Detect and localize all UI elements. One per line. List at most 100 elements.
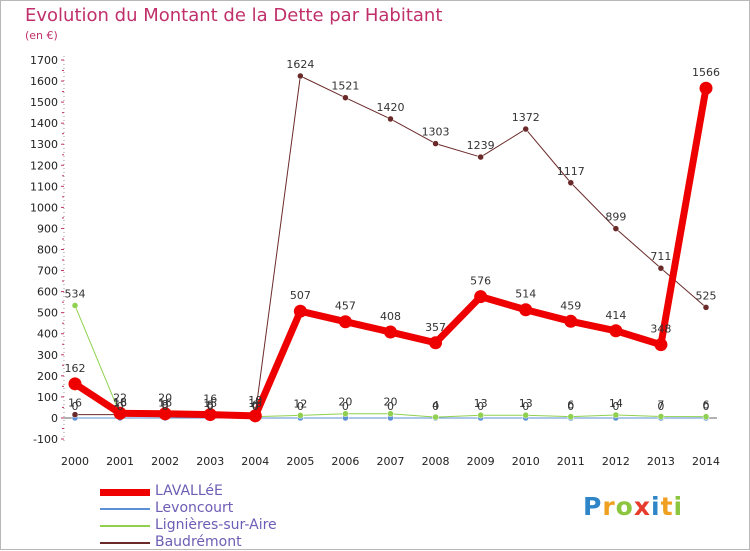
x-tick-label: 2003 [196, 455, 224, 468]
x-tick-label: 2004 [241, 455, 269, 468]
data-label: 15 [248, 397, 262, 410]
data-label: 6 [252, 399, 259, 412]
y-tick-label: 500 [37, 307, 58, 320]
y-tick-label: 1000 [30, 201, 58, 214]
x-tick-label: 2007 [377, 455, 405, 468]
data-point [519, 303, 533, 317]
y-tick-label: 100 [37, 391, 58, 404]
y-tick-label: 1100 [30, 180, 58, 193]
data-point [342, 94, 349, 101]
x-tick-label: 2010 [512, 455, 540, 468]
data-label: 0 [117, 400, 124, 413]
series-line-3 [74, 75, 707, 416]
data-label: 15 [203, 397, 217, 410]
x-tick-label: 2001 [106, 455, 134, 468]
data-label: 16 [113, 397, 127, 410]
data-label: 16 [203, 393, 217, 406]
data-label: 9 [162, 398, 169, 411]
legend-swatch [100, 508, 150, 510]
data-label: 459 [560, 299, 581, 312]
series-line-0 [71, 84, 710, 420]
data-label: 0 [703, 400, 710, 413]
data-label: 20 [158, 392, 172, 405]
data-label: 4 [432, 399, 439, 412]
y-tick-label: 0 [51, 412, 58, 425]
data-label: 1420 [377, 101, 405, 114]
x-tick-label: 2009 [467, 455, 495, 468]
data-label: 457 [335, 300, 356, 313]
data-label: 1239 [467, 139, 495, 152]
data-label: 6 [703, 399, 710, 412]
data-point [612, 411, 620, 419]
data-label: 162 [65, 362, 86, 375]
data-point [609, 324, 623, 338]
proxiti-logo: Proxiti [583, 492, 683, 521]
chart-title: Evolution du Montant de la Dette par Hab… [25, 5, 443, 26]
y-tick-label: 1600 [30, 75, 58, 88]
data-label: 7 [657, 398, 664, 411]
data-label: 0 [387, 400, 394, 413]
legend-label: Levoncourt [155, 500, 234, 516]
data-label: 576 [470, 275, 491, 288]
y-tick-label: 1500 [30, 96, 58, 109]
data-point [474, 290, 488, 304]
data-label: 711 [650, 250, 671, 263]
logo-letter: x [633, 492, 651, 521]
data-point [387, 115, 394, 123]
legend-label: Baudrémont [155, 534, 242, 550]
data-point [203, 408, 217, 422]
logo-letter: P [583, 492, 603, 521]
data-point [477, 153, 484, 161]
data-point [338, 315, 352, 329]
data-point [699, 81, 713, 95]
data-point [68, 377, 82, 391]
data-label: 10 [248, 394, 262, 407]
data-label: 1372 [512, 111, 540, 124]
data-label: 12 [293, 397, 307, 410]
data-point [564, 314, 578, 328]
data-point [657, 413, 665, 420]
x-tick-label: 2006 [331, 455, 359, 468]
data-label: 1624 [286, 58, 314, 71]
data-point [432, 413, 439, 421]
y-tick-label: 1700 [30, 54, 58, 67]
data-label: 13 [519, 397, 533, 410]
logo-letter: o [615, 492, 634, 521]
data-label: 1117 [557, 165, 585, 178]
data-label: 1303 [422, 126, 450, 139]
data-point [158, 407, 172, 421]
data-point [654, 338, 668, 352]
data-point [387, 410, 394, 417]
data-label: 0 [432, 400, 439, 413]
data-label: 22 [113, 391, 127, 404]
data-label: 0 [297, 400, 304, 413]
data-point [297, 72, 304, 80]
data-label: 14 [609, 397, 623, 410]
data-point [384, 325, 397, 339]
data-label: 16 [158, 397, 172, 410]
data-label: 534 [65, 288, 86, 301]
data-label: 507 [290, 289, 311, 302]
unit-label: (en €) [25, 29, 58, 42]
legend-label: Lignières-sur-Aire [155, 517, 277, 533]
y-tick-label: 400 [37, 328, 58, 341]
data-point [657, 264, 665, 272]
data-point [612, 225, 620, 232]
data-label: 0 [657, 400, 664, 413]
data-label: 16 [68, 397, 82, 410]
data-point [432, 140, 439, 147]
x-tick-label: 2008 [422, 455, 450, 468]
logo-letter: i [651, 492, 661, 521]
data-point [71, 411, 79, 418]
data-label: 0 [72, 400, 79, 413]
x-tick-label: 2012 [602, 455, 630, 468]
y-tick-label: 1300 [30, 138, 58, 151]
x-tick-label: 2000 [61, 455, 89, 468]
y-tick-label: 300 [37, 349, 58, 362]
data-label: 0 [567, 400, 574, 413]
data-point [429, 336, 443, 350]
y-tick-label: 700 [37, 265, 58, 278]
data-label: 0 [342, 400, 349, 413]
legend-swatch [100, 542, 150, 544]
data-label: 348 [650, 323, 671, 336]
